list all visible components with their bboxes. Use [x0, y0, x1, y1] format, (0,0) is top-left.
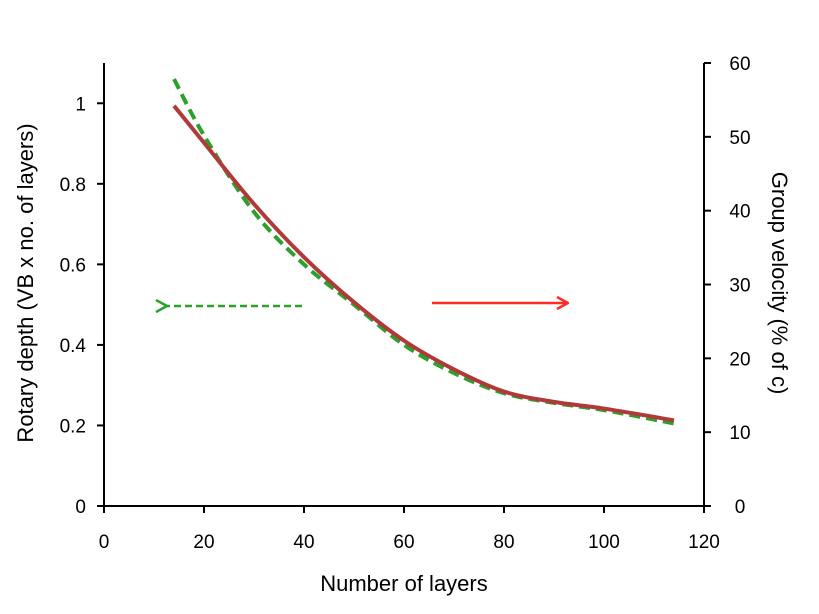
y2-tick-label: 60 — [729, 54, 750, 75]
x-tick-label: 40 — [293, 532, 314, 553]
y2-tick-label: 30 — [729, 276, 750, 297]
y2-axis-title: Group velocity (% of c) — [767, 172, 792, 395]
series-layer — [172, 78, 675, 426]
group-velocity-line — [172, 104, 675, 423]
x-tick-label: 20 — [193, 532, 214, 553]
y2-tick-label: 0 — [735, 497, 746, 518]
y2-tick-label: 10 — [729, 423, 750, 444]
y-tick-label: 0.2 — [60, 416, 86, 437]
y2-tick-label: 20 — [729, 349, 750, 370]
rotary-depth-line — [172, 78, 675, 426]
x-axis-title: Number of layers — [320, 571, 488, 596]
ticks: 0 20 40 60 80 100 12000.20.40.60.8101020304050… — [60, 54, 751, 553]
y-tick-label: 0.6 — [60, 255, 86, 276]
y2-tick-label: 50 — [729, 128, 750, 149]
y-tick-label: 0.8 — [60, 175, 86, 196]
y2-tick-label: 40 — [729, 202, 750, 223]
x-tick-label: 0 — [99, 532, 110, 553]
x-tick-label: 60 — [393, 532, 414, 553]
y-axis-title: Rotary depth (VB x no. of layers) — [13, 123, 38, 442]
x-tick-label: 80 — [493, 532, 514, 553]
y-tick-label: 0 — [75, 497, 86, 518]
y-tick-label: 0.4 — [60, 336, 87, 357]
annotation-layer — [167, 303, 568, 306]
y-tick-label: 1 — [75, 94, 86, 115]
x-tick-label: 120 — [688, 532, 720, 553]
x-tick-label: 100 — [588, 532, 620, 553]
